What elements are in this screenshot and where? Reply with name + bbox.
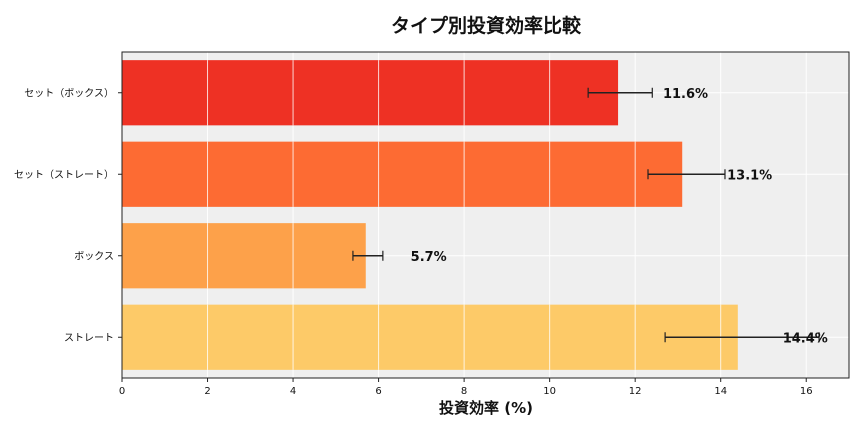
x-tick-label: 10 xyxy=(543,386,556,397)
x-tick-label: 14 xyxy=(714,386,727,397)
chart-title: タイプ別投資効率比較 xyxy=(391,14,582,37)
bar xyxy=(122,223,366,289)
bar xyxy=(122,141,683,207)
x-tick-label: 12 xyxy=(629,386,642,397)
x-tick-label: 6 xyxy=(375,386,381,397)
x-tick-label: 8 xyxy=(461,386,467,397)
x-axis-label: 投資効率 (%) xyxy=(439,399,533,417)
data-label: 13.1% xyxy=(727,168,772,183)
plot-frame xyxy=(121,51,850,379)
x-tick-label: 4 xyxy=(290,386,296,397)
x-tick-label: 2 xyxy=(204,386,210,397)
data-label: 5.7% xyxy=(411,250,447,265)
x-tick-label: 16 xyxy=(800,386,813,397)
y-tick-label: ストレート xyxy=(64,333,114,344)
data-label: 11.6% xyxy=(663,87,708,102)
data-label: 14.4% xyxy=(783,331,828,346)
bar xyxy=(122,60,619,126)
y-tick-label: ボックス xyxy=(74,250,114,262)
y-tick-label: セット（ボックス） xyxy=(24,87,114,99)
x-tick-label: 0 xyxy=(119,386,125,397)
bar xyxy=(122,304,738,370)
y-tick-label: セット（ストレート） xyxy=(14,169,114,181)
